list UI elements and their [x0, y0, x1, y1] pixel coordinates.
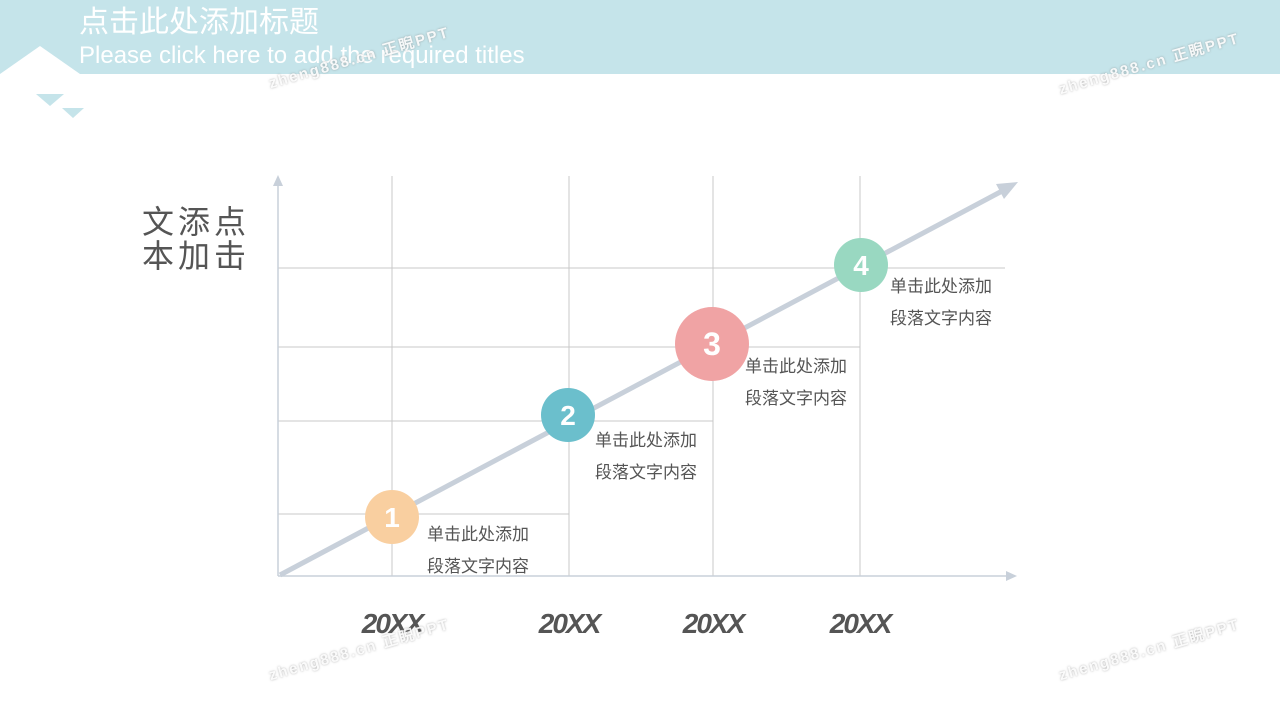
step-2-text-line-1: 单击此处添加 — [595, 431, 697, 451]
step-4-text-line-2: 段落文字内容 — [890, 309, 992, 329]
year-label-2: 20XX — [538, 608, 604, 639]
step-1-text-line-1: 单击此处添加 — [427, 525, 529, 545]
trend-arrow-head — [996, 182, 1018, 199]
step-1[interactable]: 1 单击此处添加 段落文字内容 — [365, 490, 529, 577]
step-2-number: 2 — [560, 400, 576, 431]
step-3-text-line-1: 单击此处添加 — [745, 357, 847, 377]
y-axis-arrow — [273, 175, 283, 186]
step-1-badge — [365, 490, 419, 544]
side-label-line-2: 本加击 — [142, 237, 251, 275]
header-band — [0, 0, 1280, 74]
step-3-text-line-2: 段落文字内容 — [745, 389, 847, 409]
side-label-line-1: 文添点 — [142, 203, 251, 241]
side-label[interactable]: 文添点 本加击 — [142, 205, 250, 273]
page-title[interactable]: 点击此处添加标题 — [79, 5, 319, 40]
step-4-text-line-1: 单击此处添加 — [890, 277, 992, 297]
step-4[interactable]: 4 单击此处添加 段落文字内容 — [834, 238, 992, 329]
x-axis-arrow — [1006, 571, 1017, 581]
step-2-text-line-2: 段落文字内容 — [595, 463, 697, 483]
step-1-text-line-2: 段落文字内容 — [427, 557, 529, 577]
step-2[interactable]: 2 单击此处添加 段落文字内容 — [541, 388, 697, 483]
year-label-3: 20XX — [682, 608, 748, 639]
step-1-number: 1 — [384, 502, 400, 533]
year-label-4: 20XX — [829, 608, 895, 639]
step-3[interactable]: 3 单击此处添加 段落文字内容 — [675, 307, 847, 409]
step-4-number: 4 — [853, 250, 869, 281]
header-decoration — [0, 46, 84, 118]
year-label-1: 20XX — [361, 608, 427, 639]
step-3-number: 3 — [703, 326, 721, 362]
page-subtitle[interactable]: Please click here to add the required ti… — [79, 42, 525, 69]
step-2-badge — [541, 388, 595, 442]
step-4-badge — [834, 238, 888, 292]
step-3-badge — [675, 307, 749, 381]
